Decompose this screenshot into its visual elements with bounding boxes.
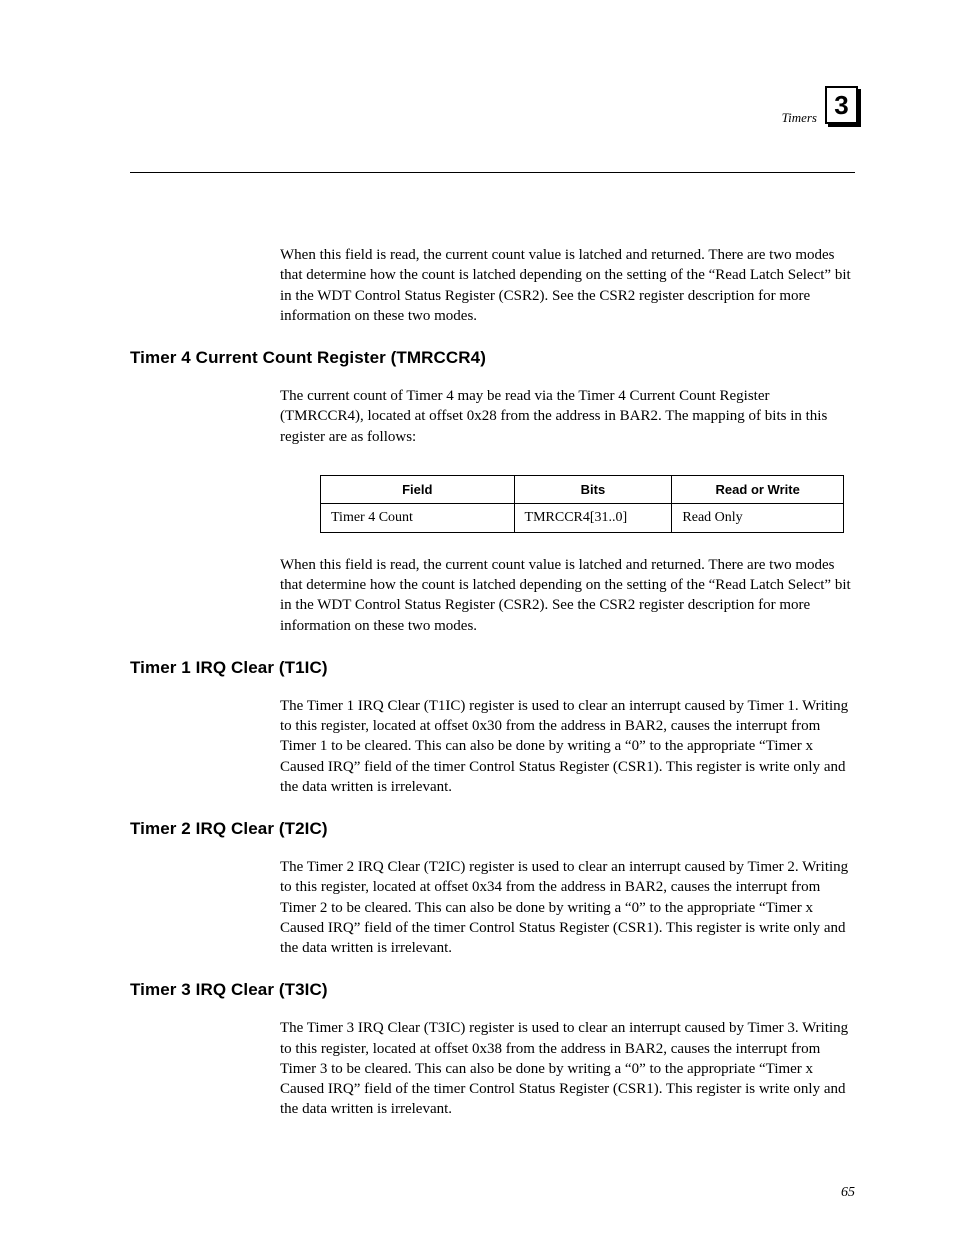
intro-block: When this field is read, the current cou…: [280, 245, 852, 326]
t2ic-para: The Timer 2 IRQ Clear (T2IC) register is…: [280, 857, 852, 958]
page-footer: 65: [130, 1185, 855, 1201]
page-number: 65: [841, 1185, 855, 1200]
chapter-badge: 3: [825, 86, 861, 127]
tmrccr4-block2: When this field is read, the current cou…: [280, 555, 852, 636]
table-row: Timer 4 Count TMRCCR4[31..0] Read Only: [321, 503, 844, 532]
cell-field: Timer 4 Count: [321, 503, 515, 532]
tmrccr4-para1: The current count of Timer 4 may be read…: [280, 386, 852, 447]
heading-t1ic: Timer 1 IRQ Clear (T1IC): [130, 658, 855, 678]
table-header-row: Field Bits Read or Write: [321, 475, 844, 503]
heading-t3ic: Timer 3 IRQ Clear (T3IC): [130, 980, 855, 1000]
tmrccr4-block: The current count of Timer 4 may be read…: [280, 386, 852, 447]
tmrccr4-para2: When this field is read, the current cou…: [280, 555, 852, 636]
t1ic-block: The Timer 1 IRQ Clear (T1IC) register is…: [280, 696, 852, 797]
header-section-label: Timers: [782, 110, 817, 126]
t2ic-block: The Timer 2 IRQ Clear (T2IC) register is…: [280, 857, 852, 958]
t1ic-para: The Timer 1 IRQ Clear (T1IC) register is…: [280, 696, 852, 797]
t3ic-block: The Timer 3 IRQ Clear (T3IC) register is…: [280, 1018, 852, 1119]
col-header-bits: Bits: [514, 475, 672, 503]
chapter-badge-front: 3: [825, 86, 858, 124]
cell-bits: TMRCCR4[31..0]: [514, 503, 672, 532]
chapter-number: 3: [834, 92, 848, 118]
col-header-field: Field: [321, 475, 515, 503]
t3ic-para: The Timer 3 IRQ Clear (T3IC) register is…: [280, 1018, 852, 1119]
tmrccr4-table: Field Bits Read or Write Timer 4 Count T…: [320, 475, 844, 533]
heading-tmrccr4: Timer 4 Current Count Register (TMRCCR4): [130, 348, 855, 368]
page-header: Timers 3: [130, 80, 855, 126]
page-content: Timers 3 When this field is read, the cu…: [130, 80, 855, 1134]
cell-rw: Read Only: [672, 503, 844, 532]
heading-t2ic: Timer 2 IRQ Clear (T2IC): [130, 819, 855, 839]
header-rule: [130, 172, 855, 173]
col-header-rw: Read or Write: [672, 475, 844, 503]
intro-paragraph: When this field is read, the current cou…: [280, 245, 852, 326]
